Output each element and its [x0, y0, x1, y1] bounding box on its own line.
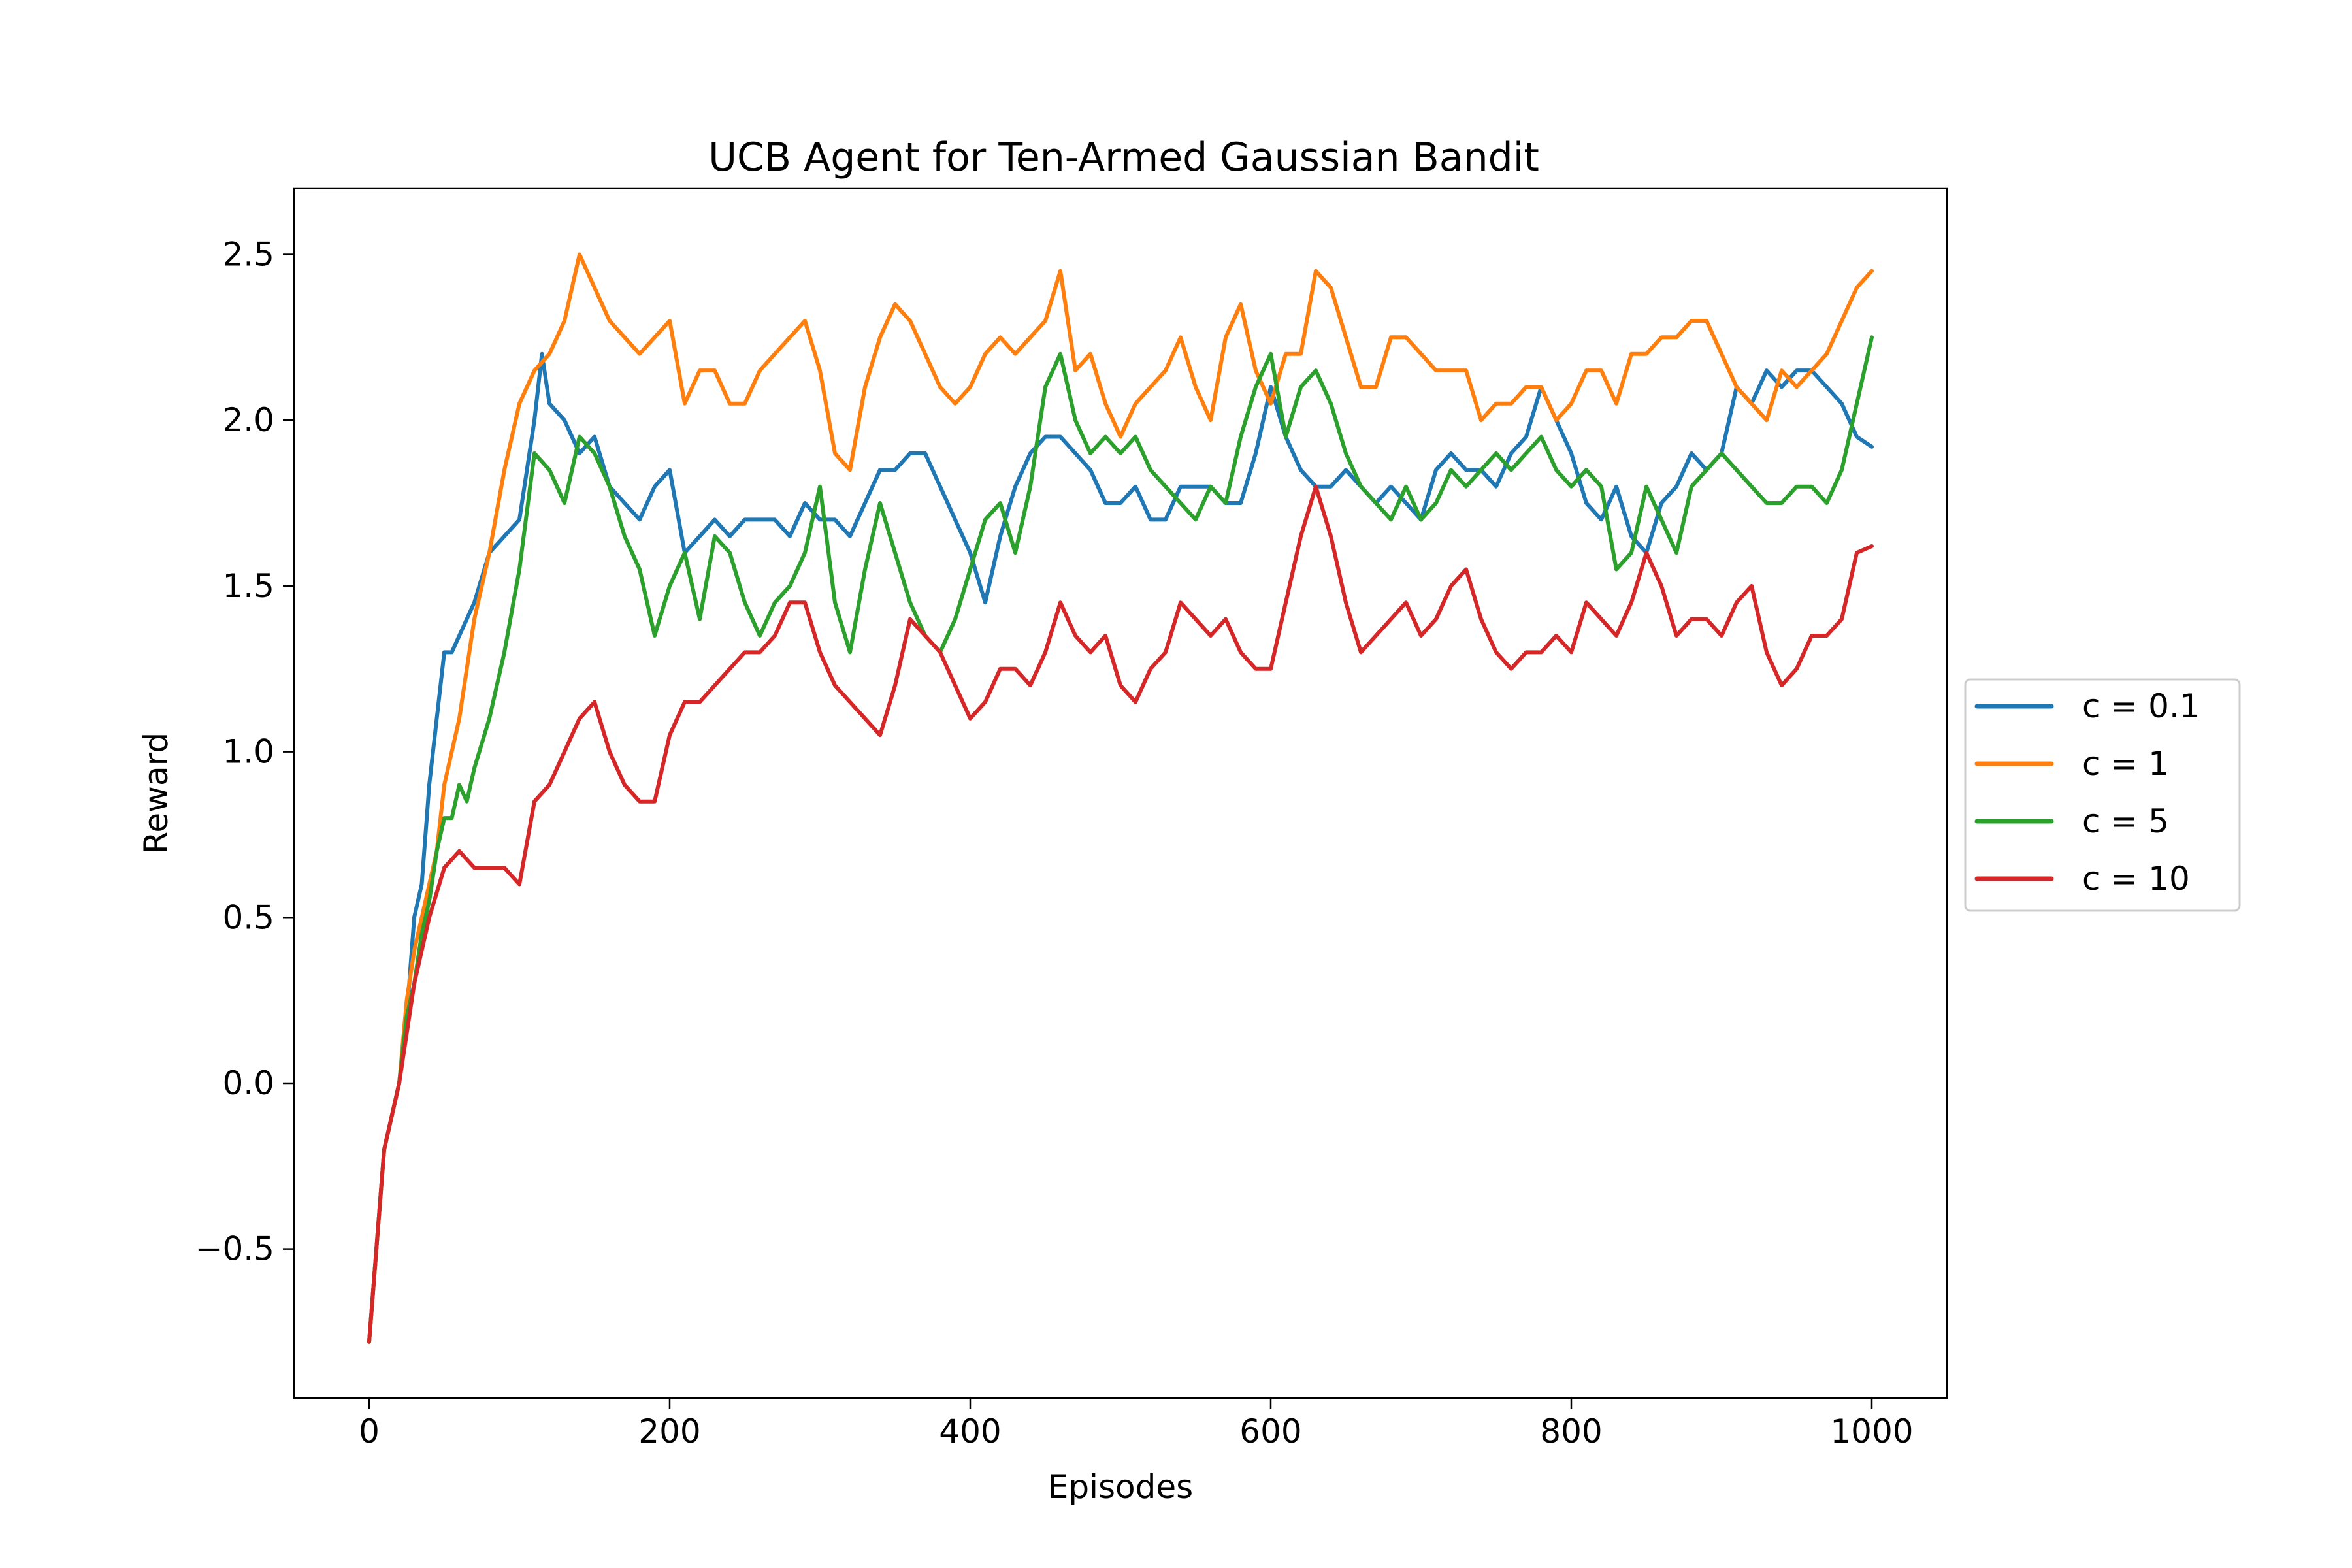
y-axis-ticks: −0.5 0.0 0.5 1.0 1.5 2.0 2.5 — [195, 235, 294, 1268]
x-tick-label: 800 — [1540, 1413, 1602, 1450]
series-line-0 — [367, 351, 1874, 1344]
x-axis-label: Episodes — [1048, 1468, 1193, 1506]
y-tick-label: 1.5 — [222, 567, 274, 605]
y-tick-label: 2.0 — [222, 401, 274, 439]
y-tick-label: −0.5 — [195, 1230, 274, 1268]
x-tick-label: 600 — [1239, 1413, 1301, 1450]
y-tick-label: 0.5 — [222, 898, 274, 936]
legend-box — [1964, 678, 2241, 912]
series-line-3 — [367, 484, 1874, 1344]
x-tick-label: 400 — [939, 1413, 1001, 1450]
plot-frame — [293, 187, 1948, 1399]
x-tick-label: 0 — [359, 1413, 380, 1450]
y-tick-label: 1.0 — [222, 733, 274, 771]
x-tick-label: 200 — [638, 1413, 700, 1450]
y-tick-label: 2.5 — [222, 235, 274, 273]
legend-label-3: c = 10 — [2082, 860, 2190, 898]
legend-label-1: c = 1 — [2082, 745, 2169, 783]
series-line-1 — [367, 252, 1874, 1344]
x-tick-label: 1000 — [1830, 1413, 1913, 1450]
legend-label-0: c = 0.1 — [2082, 687, 2200, 725]
plot-area — [294, 188, 1947, 1398]
x-axis-ticks: 0 200 400 600 800 1000 — [359, 1398, 1914, 1450]
y-tick-label: 0.0 — [222, 1064, 274, 1102]
series-layer — [367, 252, 1874, 1344]
legend-label-2: c = 5 — [2082, 802, 2169, 840]
series-line-2 — [367, 335, 1874, 1344]
legend: c = 0.1 c = 1 c = 5 c = 10 — [1964, 678, 2241, 912]
y-axis-label: Reward — [137, 732, 175, 854]
legend-items: c = 0.1 c = 1 c = 5 c = 10 — [1974, 687, 2200, 898]
chart-title: UCB Agent for Ten-Armed Gaussian Bandit — [708, 135, 1539, 180]
